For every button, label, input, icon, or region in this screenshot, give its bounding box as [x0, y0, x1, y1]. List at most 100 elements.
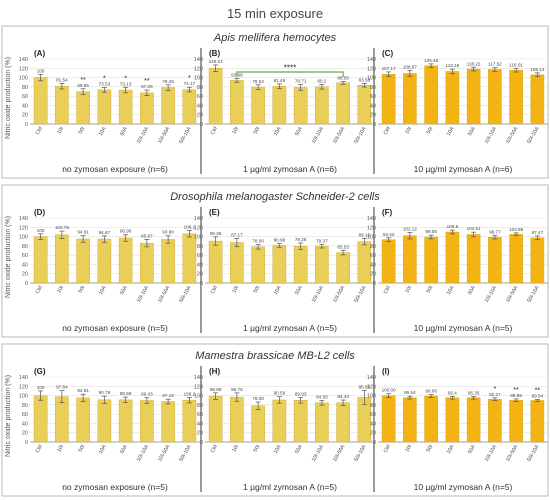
- bar: [230, 242, 244, 284]
- x-tick-label: 10I-50A: [157, 285, 172, 304]
- data-label: 95.4: [448, 390, 457, 395]
- significance-mark: ****: [284, 64, 296, 73]
- data-label: 108.87: [403, 65, 417, 70]
- x-tick-label: 50I: [253, 126, 262, 135]
- data-label: 78.00: [252, 396, 264, 401]
- x-tick-label: 10A: [273, 444, 283, 455]
- row-title: Drosophila melanogaster Schneider-2 cell…: [170, 191, 380, 203]
- data-label: 78.71: [295, 79, 307, 84]
- y-tick-label: 60: [197, 253, 203, 259]
- bar: [118, 237, 133, 284]
- y-tick-label: 0: [200, 281, 203, 287]
- data-label: 84.43: [337, 394, 349, 399]
- y-axis-label: Nitric oxide production (%): [5, 375, 12, 457]
- y-tick-label: 140: [194, 216, 203, 222]
- y-tick-label: 140: [19, 375, 28, 381]
- x-tick-label: 10I: [231, 126, 240, 135]
- y-tick-label: 120: [367, 225, 376, 231]
- panel-id: (E): [209, 208, 220, 217]
- x-tick-label: 10I-10A: [311, 126, 326, 145]
- y-tick-label: 80: [370, 85, 376, 91]
- significance-mark: **: [144, 78, 150, 85]
- data-label: 106.2: [184, 391, 196, 396]
- bar: [33, 236, 48, 284]
- bar: [140, 242, 154, 284]
- bar: [293, 245, 308, 284]
- data-label: 67.06: [141, 84, 153, 89]
- x-tick-label: 50A: [294, 126, 304, 137]
- data-label: 89.93: [295, 391, 307, 396]
- panel-id: (A): [34, 49, 45, 58]
- x-tick-label: 10I-10A: [136, 285, 151, 304]
- data-label: 89.88: [510, 393, 522, 398]
- x-tick-label: 10I-10A: [484, 444, 499, 463]
- data-label: 89.43: [141, 392, 153, 397]
- y-tick-label: 100: [367, 394, 376, 400]
- y-tick-label: 20: [22, 272, 28, 278]
- y-tick-label: 120: [194, 384, 203, 390]
- data-label: 85.87: [141, 233, 153, 238]
- y-tick-label: 140: [19, 216, 28, 222]
- y-tick-label: 20: [197, 113, 203, 119]
- data-label: 96.75: [231, 387, 243, 392]
- panel-id: (G): [34, 367, 46, 376]
- y-tick-label: 40: [197, 421, 203, 427]
- bar: [55, 85, 69, 125]
- data-label: 95.35: [468, 390, 480, 395]
- bar: [97, 399, 112, 443]
- y-tick-label: 80: [22, 85, 28, 91]
- x-tick-label: Ctrl: [35, 126, 44, 136]
- y-tick-label: 60: [370, 253, 376, 259]
- y-tick-label: 80: [197, 403, 203, 409]
- y-tick-label: 40: [22, 103, 28, 109]
- bar: [272, 245, 287, 284]
- y-tick-label: 20: [197, 431, 203, 437]
- bar: [140, 92, 154, 125]
- data-label: 98.77: [489, 229, 501, 234]
- x-tick-label: 50I: [426, 126, 435, 135]
- data-label: 107.17: [382, 66, 396, 71]
- y-tick-label: 0: [373, 440, 376, 446]
- bar: [445, 71, 460, 125]
- bar: [251, 86, 265, 125]
- bar: [530, 237, 545, 284]
- x-tick-label: 10I-50A: [157, 444, 172, 463]
- significance-mark: **: [513, 387, 519, 394]
- y-tick-label: 0: [25, 122, 28, 128]
- bar: [509, 400, 523, 443]
- x-tick-label: 10A: [273, 285, 283, 296]
- bar: [230, 80, 244, 125]
- x-tick-label: Ctrl: [35, 285, 44, 295]
- significance-mark: *: [103, 76, 106, 83]
- bar: [161, 87, 175, 125]
- x-tick-label: Ctrl: [383, 285, 392, 295]
- bar: [509, 69, 523, 125]
- bar: [403, 235, 417, 284]
- data-label: 106.2: [184, 224, 196, 229]
- bar: [55, 234, 69, 284]
- bar: [381, 239, 396, 284]
- data-label: 93.42: [383, 232, 395, 237]
- x-tick-label: 10I-10A: [311, 444, 326, 463]
- x-tick-label: 10I-10A: [136, 126, 151, 145]
- y-tick-label: 80: [22, 403, 28, 409]
- y-tick-label: 60: [22, 253, 28, 259]
- y-tick-label: 100: [19, 76, 28, 82]
- x-tick-label: 10I-50A: [505, 126, 520, 145]
- bar: [76, 91, 90, 125]
- y-tick-label: 120: [194, 66, 203, 72]
- data-label: 81.54: [56, 77, 68, 82]
- x-tick-label: 50I: [426, 444, 435, 453]
- y-tick-label: 0: [373, 122, 376, 128]
- figure-title: 15 min exposure: [227, 6, 323, 21]
- y-tick-label: 0: [25, 281, 28, 287]
- bar: [97, 238, 112, 284]
- row-title: Apis mellifera hemocytes: [213, 32, 337, 44]
- bar: [251, 405, 265, 443]
- bar: [272, 85, 287, 125]
- data-label: 83.58: [359, 77, 371, 82]
- y-tick-label: 0: [200, 440, 203, 446]
- y-tick-label: 140: [367, 216, 376, 222]
- data-label: 118.22: [467, 61, 481, 66]
- bar: [381, 395, 396, 443]
